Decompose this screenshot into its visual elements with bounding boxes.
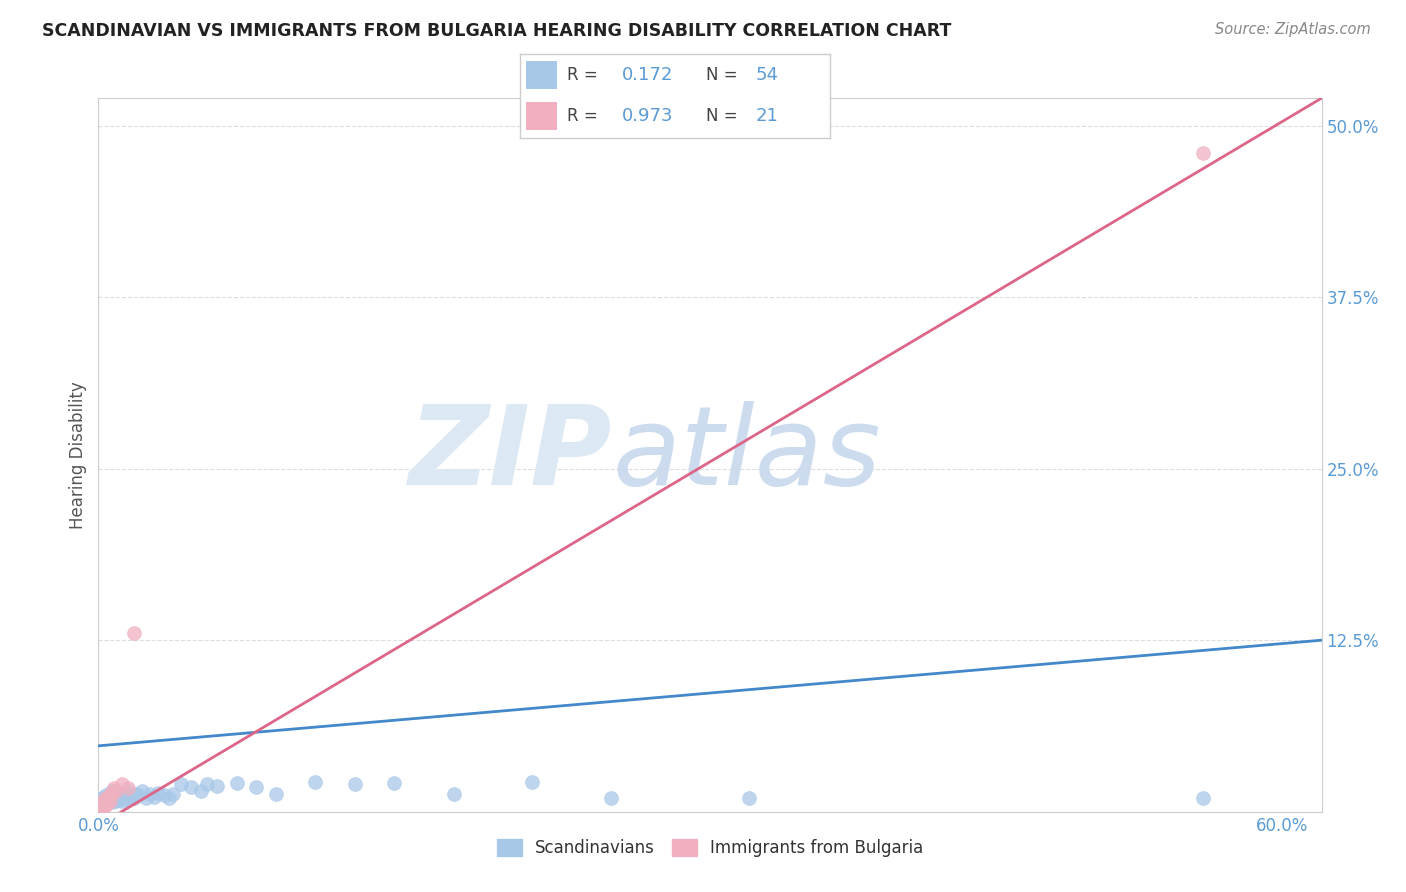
- Text: SCANDINAVIAN VS IMMIGRANTS FROM BULGARIA HEARING DISABILITY CORRELATION CHART: SCANDINAVIAN VS IMMIGRANTS FROM BULGARIA…: [42, 22, 952, 40]
- Bar: [526, 62, 557, 89]
- Point: [111, 789, 134, 804]
- Text: Source: ZipAtlas.com: Source: ZipAtlas.com: [1215, 22, 1371, 37]
- Point: [108, 792, 131, 806]
- Point: [382, 776, 405, 790]
- Point: [91, 797, 114, 812]
- Point: [343, 777, 366, 791]
- Point: [96, 789, 118, 803]
- Point: [89, 799, 111, 814]
- Point: [93, 794, 115, 808]
- Point: [1192, 146, 1215, 161]
- Point: [96, 797, 118, 811]
- Point: [146, 785, 169, 799]
- Point: [105, 789, 128, 804]
- Point: [103, 792, 125, 806]
- Point: [122, 626, 145, 640]
- Text: R =: R =: [567, 107, 603, 125]
- Point: [117, 789, 139, 803]
- Point: [190, 784, 212, 798]
- Point: [91, 795, 114, 809]
- Point: [600, 791, 623, 805]
- Point: [122, 791, 145, 805]
- Point: [170, 777, 193, 791]
- Point: [131, 784, 153, 798]
- Point: [738, 791, 761, 805]
- Point: [107, 791, 129, 805]
- Point: [93, 794, 115, 808]
- Point: [443, 787, 465, 801]
- Point: [304, 774, 326, 789]
- Legend: Scandinavians, Immigrants from Bulgaria: Scandinavians, Immigrants from Bulgaria: [491, 832, 929, 864]
- Point: [97, 789, 120, 804]
- Point: [91, 791, 114, 805]
- Point: [97, 792, 120, 806]
- Point: [180, 780, 202, 794]
- Point: [101, 791, 124, 805]
- Point: [96, 797, 118, 812]
- Text: atlas: atlas: [612, 401, 880, 508]
- Point: [112, 787, 135, 801]
- Point: [103, 789, 125, 803]
- Point: [101, 784, 124, 798]
- Point: [135, 791, 157, 805]
- Point: [264, 787, 287, 801]
- Point: [91, 800, 114, 814]
- Y-axis label: Hearing Disability: Hearing Disability: [69, 381, 87, 529]
- Point: [117, 784, 139, 798]
- Point: [89, 800, 111, 814]
- Text: 21: 21: [755, 107, 778, 125]
- Point: [93, 797, 115, 811]
- Point: [118, 789, 141, 804]
- Point: [89, 797, 111, 811]
- Text: 54: 54: [755, 66, 779, 84]
- Text: 0.172: 0.172: [623, 66, 673, 84]
- Point: [97, 795, 120, 809]
- Point: [1192, 791, 1215, 805]
- Point: [98, 789, 121, 803]
- Point: [101, 795, 124, 809]
- Text: R =: R =: [567, 66, 603, 84]
- Point: [522, 774, 544, 789]
- Point: [107, 787, 129, 801]
- Point: [115, 792, 138, 806]
- Point: [101, 785, 124, 799]
- Point: [245, 780, 267, 794]
- Text: N =: N =: [706, 107, 742, 125]
- Point: [159, 791, 181, 805]
- Point: [125, 787, 148, 801]
- Point: [117, 781, 139, 796]
- Point: [205, 779, 228, 793]
- Text: ZIP: ZIP: [409, 401, 612, 508]
- Point: [111, 794, 134, 808]
- Point: [138, 787, 160, 801]
- Point: [98, 787, 121, 801]
- Point: [103, 781, 125, 796]
- Point: [93, 799, 115, 814]
- Bar: [526, 102, 557, 130]
- Point: [142, 789, 165, 804]
- Point: [105, 784, 128, 798]
- Point: [108, 789, 131, 803]
- Point: [111, 777, 134, 791]
- Text: 0.973: 0.973: [623, 107, 673, 125]
- Text: N =: N =: [706, 66, 742, 84]
- Point: [98, 794, 121, 808]
- Point: [98, 794, 121, 808]
- Point: [127, 789, 149, 803]
- Point: [105, 794, 128, 808]
- Point: [152, 789, 174, 803]
- Point: [195, 777, 218, 791]
- Point: [96, 791, 118, 805]
- Point: [162, 787, 184, 801]
- Point: [112, 791, 135, 805]
- Point: [225, 776, 247, 790]
